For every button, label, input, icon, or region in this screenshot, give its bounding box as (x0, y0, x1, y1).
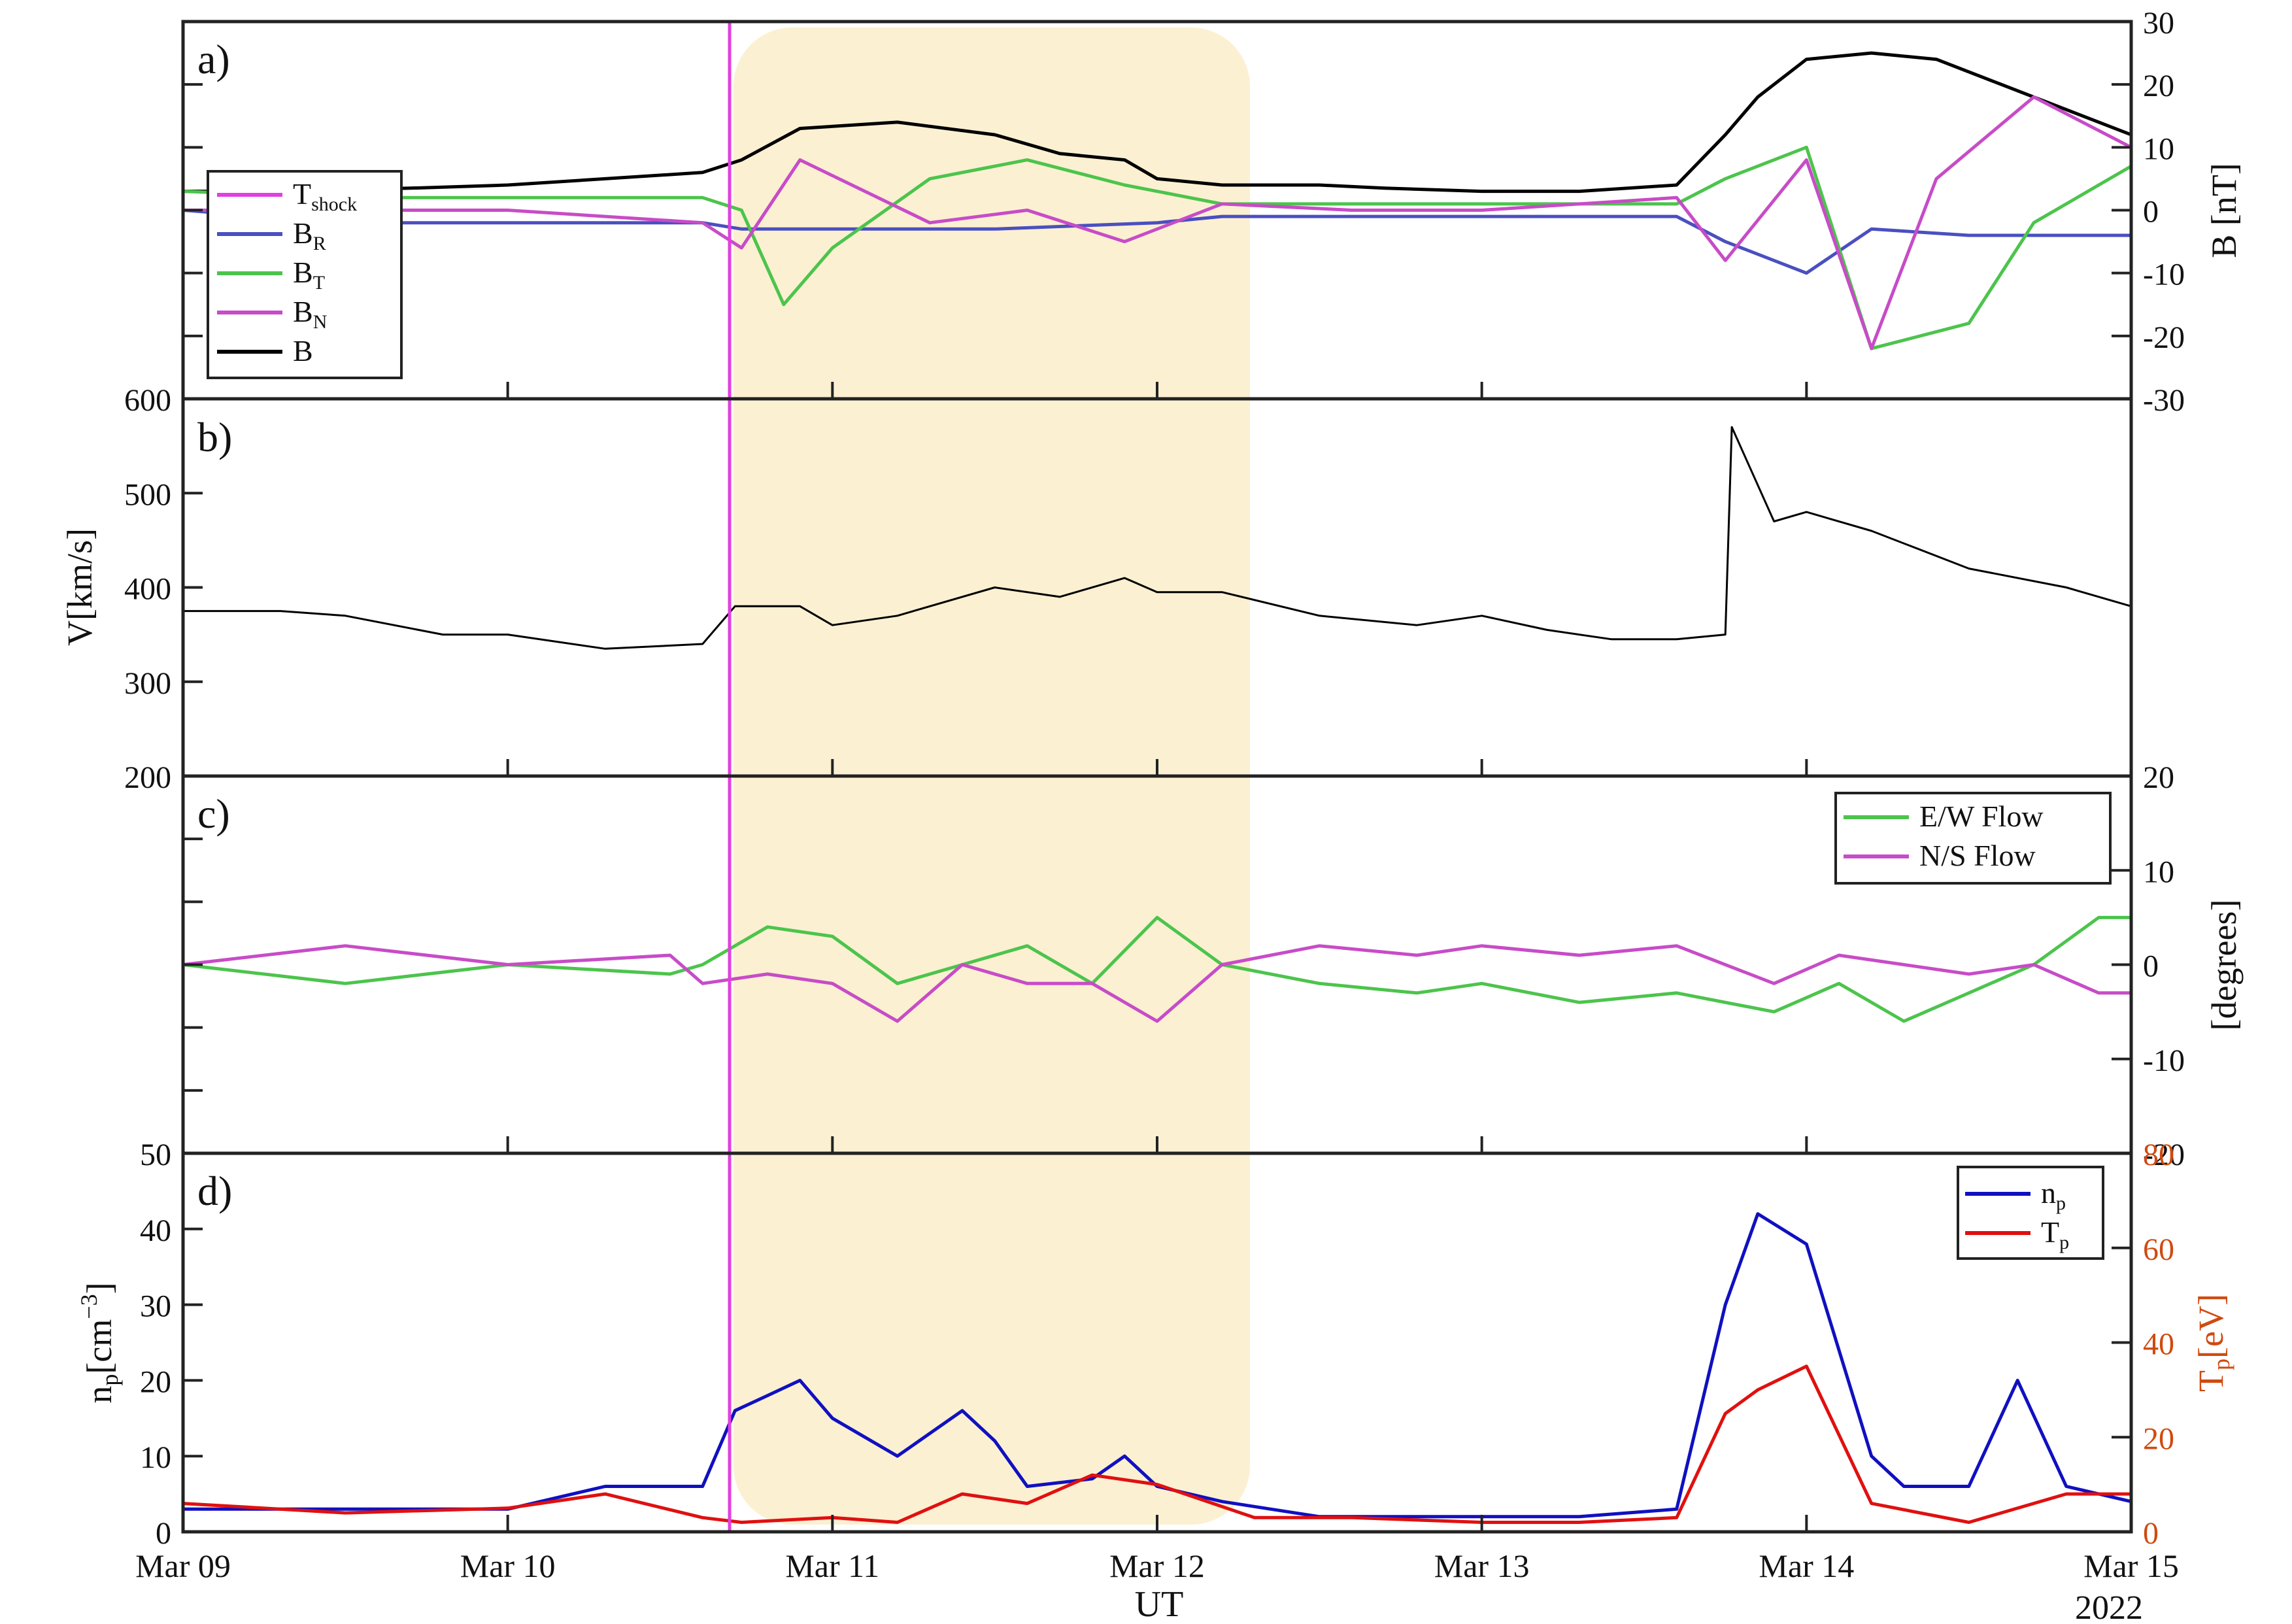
data-layer (182, 51, 2132, 1524)
y-tick-label: 20 (2143, 760, 2174, 795)
series-B-line (183, 51, 2132, 194)
x-tick-label: Mar 09 (135, 1548, 231, 1584)
legend-c-entry-label: N/S Flow (1919, 839, 2036, 872)
x-axis-title: UT (1135, 1584, 1184, 1624)
y-tick-label: 40 (140, 1213, 171, 1248)
x-tick-label: Mar 13 (1434, 1548, 1530, 1584)
x-tick-label: Mar 15 (2083, 1548, 2179, 1584)
legend-c-entry-label: E/W Flow (1919, 800, 2044, 833)
y-tick-label: 500 (124, 477, 171, 512)
y-tick-label: 0 (2143, 195, 2159, 229)
y-tick-label: -20 (2143, 320, 2185, 355)
y-tick-label: 0 (2143, 1516, 2159, 1551)
y-tick-label: -10 (2143, 258, 2185, 292)
series-Tp-line (182, 1364, 2131, 1524)
series-V-line (183, 426, 2132, 650)
y-tick-label: 10 (140, 1440, 171, 1475)
legend-c-box (1834, 792, 2112, 885)
y-tick-label: 600 (124, 383, 171, 418)
y-tick-label: 40 (2143, 1327, 2174, 1362)
panel-b-ylabel: V[km/s] (60, 528, 99, 646)
legend-panel-c: E/W Flow N/S Flow (1834, 792, 2112, 885)
panel-label-d: d) (197, 1168, 232, 1214)
series-BN-line (183, 95, 2132, 350)
y-tick-label: 20 (2143, 69, 2174, 103)
legend-a-entry-label: B (293, 334, 313, 367)
panel-label-a: a) (197, 36, 230, 82)
x-tick-label: Mar 10 (460, 1548, 556, 1584)
series-NS-line (182, 944, 2131, 1023)
series-BR-line (182, 209, 2131, 275)
panel-d-ylabel-left: np[cm−3] (76, 1282, 123, 1403)
x-tick-label: Mar 12 (1109, 1548, 1205, 1584)
y-tick-label: 10 (2143, 854, 2174, 889)
panel-label-b: b) (197, 414, 232, 460)
y-tick-label: -30 (2143, 383, 2185, 418)
x-tick-label: Mar 14 (1759, 1548, 1854, 1584)
panel-label-c: c) (197, 790, 230, 837)
y-tick-label: 30 (140, 1289, 171, 1324)
y-tick-label: 60 (2143, 1232, 2174, 1267)
y-tick-label: 10 (2143, 131, 2174, 166)
y-tick-label: 400 (124, 572, 171, 607)
y-tick-label: 0 (156, 1516, 171, 1551)
panel-c-ylabel: [degrees] (2204, 900, 2244, 1031)
panel-d-ylabel-right: Tp[eV] (2191, 1294, 2234, 1392)
y-tick-label: 300 (124, 666, 171, 701)
y-tick-label: 30 (2143, 6, 2174, 41)
y-tick-label: -20 (2143, 1138, 2185, 1172)
panel-a-ylabel: B [nT] (2204, 163, 2244, 258)
legend-c-items: E/W Flow N/S Flow (1844, 800, 2044, 872)
y-tick-label: 20 (140, 1364, 171, 1399)
series-np-line (183, 1212, 2132, 1519)
legend-d-box (1957, 1166, 2104, 1260)
svg-text:Tp[eV]: Tp[eV] (2191, 1294, 2234, 1392)
y-tick-label: 20 (2143, 1421, 2174, 1456)
y-tick-label: 50 (140, 1138, 171, 1172)
y-tick-label: 80 (2143, 1138, 2174, 1172)
y-tick-label: -10 (2143, 1043, 2185, 1078)
svg-text:np[cm−3]: np[cm−3] (76, 1282, 123, 1403)
year-label: 2022 (2075, 1589, 2143, 1624)
x-tick-label: Mar 11 (785, 1548, 879, 1584)
y-tick-label: 200 (124, 760, 171, 795)
y-tick-label: 0 (2143, 949, 2159, 984)
